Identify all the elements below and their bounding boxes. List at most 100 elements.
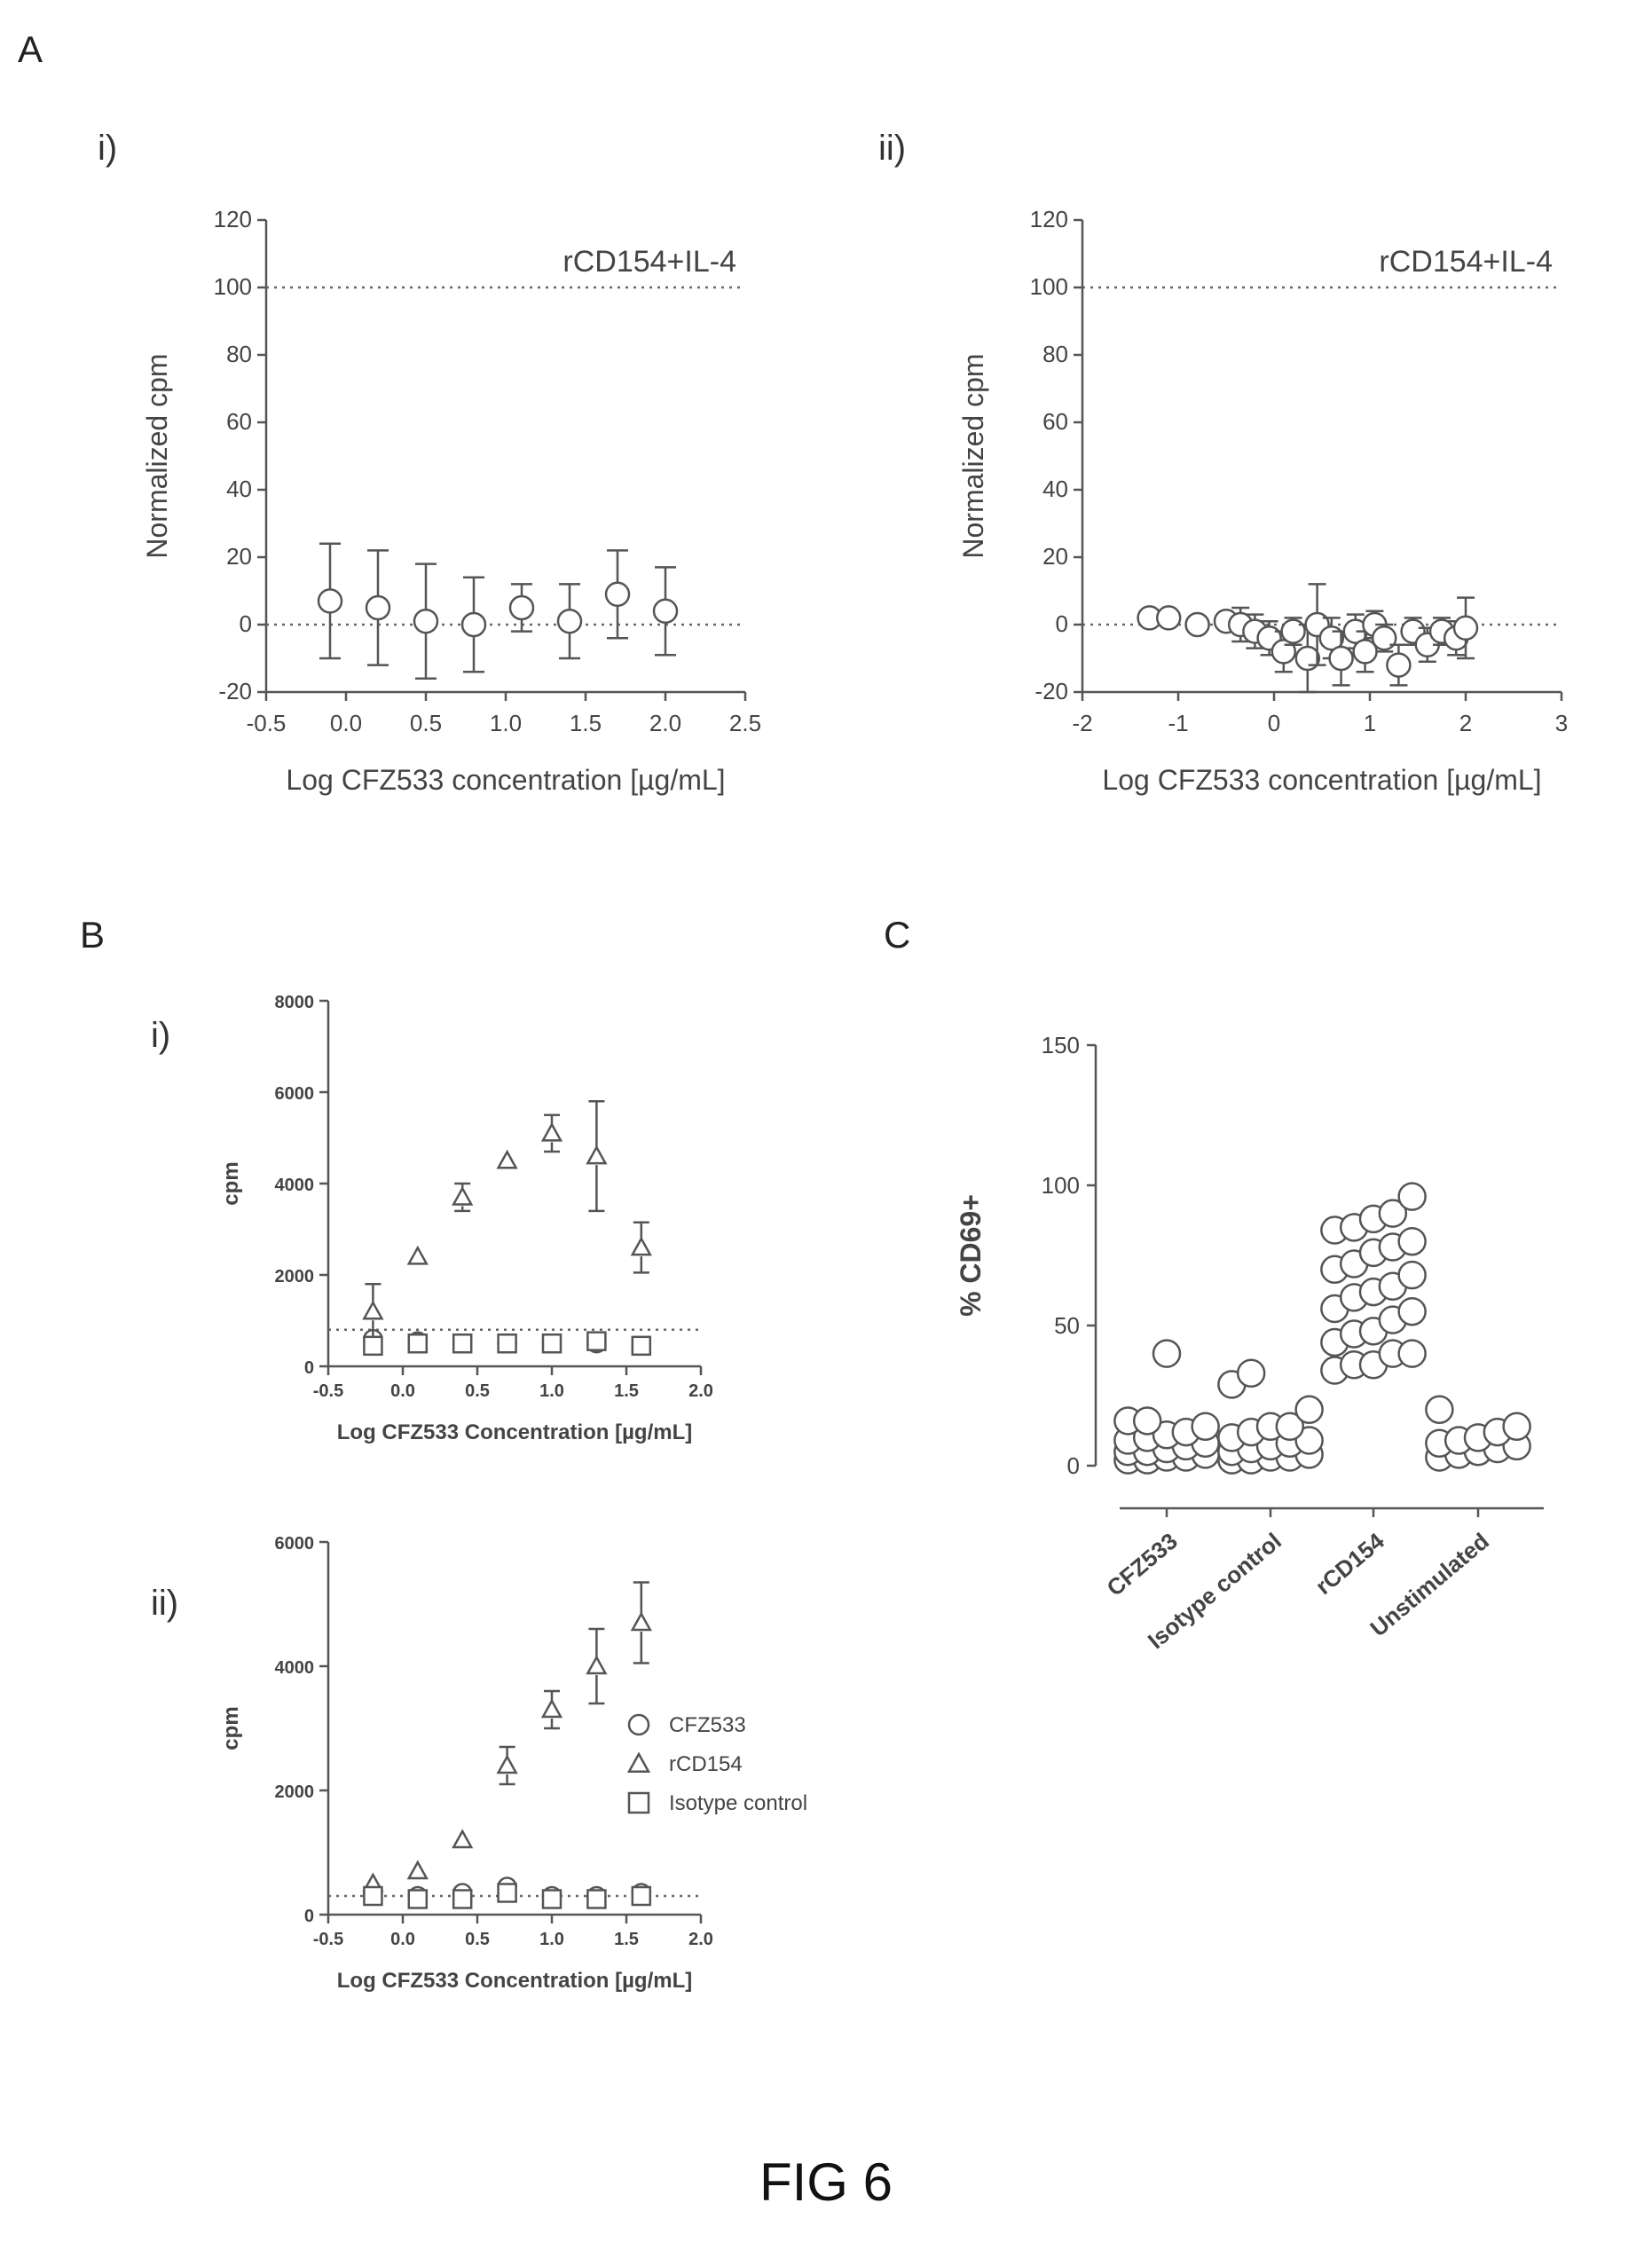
- y-tick-label: 4000: [275, 1658, 315, 1678]
- data-point-circle: [1184, 611, 1210, 638]
- data-point-circle: [1191, 1412, 1220, 1442]
- data-point-circle: [1294, 1426, 1324, 1455]
- legend-label: rCD154: [669, 1752, 743, 1776]
- sublabel-a-ii: ii): [878, 129, 906, 168]
- y-axis-title: Normalized cpm: [141, 353, 173, 558]
- data-point-circle: [365, 594, 391, 621]
- y-tick-label: 0: [304, 1907, 314, 1926]
- y-tick-label: 4000: [275, 1176, 315, 1195]
- chart-b-i: 0 2000 4000 6000 8000 -0.5 0.0 0.5 1.0 1.5 2.0 Log …: [219, 993, 713, 1444]
- y-tick-label: 80: [1042, 341, 1068, 367]
- chart-a-ii: -20 0 20 40 60 80 100 120 -2 -1 0 1 2 3 Log CFZ533 con…: [957, 206, 1568, 796]
- data-point-circle: [1452, 615, 1479, 641]
- y-axis-title: Normalized cpm: [957, 353, 989, 558]
- data-point-circle: [1397, 1339, 1427, 1368]
- data-point-square: [631, 1335, 652, 1357]
- x-tick-label: -1: [1168, 710, 1188, 736]
- x-tick-label: -0.5: [313, 1930, 343, 1949]
- data-point-triangle: [540, 1121, 563, 1142]
- x-tick-label: 2.5: [729, 710, 761, 736]
- x-tick-label: 0.0: [330, 710, 362, 736]
- x-axis-title: Log CFZ533 concentration [µg/mL]: [286, 764, 725, 796]
- data-point-circle: [1378, 1199, 1408, 1228]
- data-point-square: [363, 1335, 383, 1357]
- figure-caption: FIG 6: [759, 2152, 893, 2212]
- category-label: rCD154: [1310, 1527, 1389, 1600]
- data-point-circle: [413, 608, 439, 634]
- x-tick-label: -0.5: [313, 1381, 343, 1401]
- x-axis-title: Log CFZ533 Concentration [µg/mL]: [337, 1420, 693, 1444]
- y-axis-title: % CD69+: [955, 1194, 987, 1317]
- data-point-circle: [1294, 645, 1321, 672]
- data-point-circle: [508, 594, 535, 621]
- data-point-circle: [1152, 1339, 1182, 1368]
- y-tick-label: 100: [214, 273, 252, 300]
- data-point-circle: [1397, 1226, 1427, 1256]
- y-axis-title: cpm: [219, 1706, 243, 1750]
- data-point-triangle: [406, 1860, 429, 1880]
- x-tick-label: -2: [1072, 710, 1092, 736]
- category-label: CFZ533: [1102, 1528, 1183, 1601]
- y-tick-label: 0: [1056, 610, 1068, 637]
- panel-letter-c: C: [884, 914, 910, 956]
- x-tick-label: 1: [1364, 710, 1376, 736]
- chart-a-i: -20 0 20 40 60 80 100 120 -0.5 0.0 0.5 1.0 1.5 2.0 2.5…: [141, 206, 761, 796]
- data-point-circle: [1386, 652, 1412, 678]
- data-point-triangle: [496, 1149, 518, 1169]
- data-point-circle: [1155, 605, 1182, 631]
- x-tick-label: 1.5: [614, 1381, 639, 1401]
- data-point-circle: [1397, 1182, 1427, 1211]
- y-tick-label: 40: [226, 476, 252, 502]
- sublabel-a-i: i): [98, 129, 117, 168]
- y-tick-label: 50: [1054, 1312, 1080, 1339]
- y-tick-label: 60: [1042, 408, 1068, 435]
- y-tick-label: 120: [1030, 206, 1068, 232]
- y-tick-label: 8000: [275, 993, 315, 1012]
- x-tick-label: 1.5: [614, 1930, 639, 1949]
- legend-label: Isotype control: [669, 1791, 807, 1815]
- data-point-square: [541, 1889, 562, 1909]
- x-axis-title: Log CFZ533 concentration [µg/mL]: [1102, 764, 1541, 796]
- data-point-circle: [556, 608, 583, 634]
- y-tick-label: 120: [214, 206, 252, 232]
- y-axis-title: cpm: [219, 1161, 243, 1205]
- x-tick-label: 1.0: [539, 1930, 564, 1949]
- x-tick-label: 0.5: [465, 1381, 490, 1401]
- data-point-square: [497, 1333, 517, 1354]
- y-tick-label: 6000: [275, 1084, 315, 1104]
- data-point-circle: [1328, 645, 1354, 672]
- x-tick-label: 0.0: [390, 1381, 415, 1401]
- x-tick-label: 0: [1268, 710, 1280, 736]
- data-point-circle: [1397, 1260, 1427, 1290]
- data-point-circle: [1132, 1406, 1162, 1436]
- sublabel-b-i: i): [151, 1016, 170, 1055]
- legend-marker-square: [627, 1791, 650, 1814]
- x-tick-label: 0.5: [465, 1930, 490, 1949]
- x-tick-label: 3: [1555, 710, 1568, 736]
- y-tick-label: 100: [1030, 273, 1068, 300]
- legend-marker-circle: [627, 1713, 650, 1736]
- data-point-triangle: [630, 1611, 652, 1632]
- y-tick-label: 0: [304, 1358, 314, 1378]
- x-tick-label: 0.5: [410, 710, 442, 736]
- x-tick-label: 1.0: [490, 710, 522, 736]
- y-tick-label: 100: [1042, 1172, 1080, 1199]
- data-point-square: [586, 1889, 607, 1909]
- data-point-circle: [1502, 1412, 1531, 1442]
- x-tick-label: 2.0: [688, 1930, 713, 1949]
- y-tick-label: 150: [1042, 1032, 1080, 1058]
- data-point-triangle: [630, 1236, 652, 1256]
- data-point-square: [497, 1883, 517, 1903]
- data-point-square: [631, 1885, 652, 1907]
- y-tick-label: 0: [240, 610, 252, 637]
- data-point-circle: [1275, 1412, 1305, 1442]
- data-point-triangle: [406, 1245, 429, 1265]
- data-point-circle: [1280, 618, 1306, 644]
- data-point-circle: [1425, 1395, 1454, 1425]
- y-tick-label: -20: [1034, 678, 1068, 704]
- data-point-triangle: [586, 1655, 608, 1675]
- data-point-square: [452, 1333, 473, 1354]
- data-point-circle: [1294, 1395, 1324, 1425]
